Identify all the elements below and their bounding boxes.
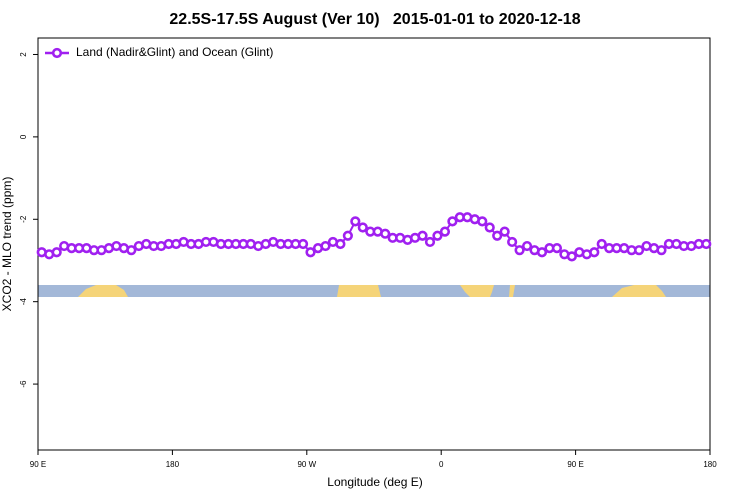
data-point (380, 228, 391, 239)
x-tick-label: 180 (166, 460, 180, 469)
legend-marker (51, 47, 63, 59)
data-point (514, 245, 525, 256)
legend-label: Land (Nadir&Glint) and Ocean (Glint) (76, 45, 273, 59)
y-tick-label: -4 (19, 298, 28, 306)
data-point (499, 226, 510, 237)
land-band (337, 285, 381, 297)
data-point (342, 230, 353, 241)
data-point (589, 247, 600, 258)
data-point (432, 230, 443, 241)
x-tick-label: 90 E (30, 460, 46, 469)
data-point (126, 245, 137, 256)
chart-title: 22.5S-17.5S August (Ver 10) 2015-01-01 t… (169, 11, 580, 28)
data-point (424, 236, 436, 248)
y-tick-label: 0 (19, 134, 28, 139)
x-tick-label: 0 (439, 460, 444, 469)
data-point (521, 240, 533, 252)
land-band (78, 285, 128, 297)
land-band (612, 285, 666, 297)
y-tick-label: -6 (19, 380, 28, 388)
y-tick-label: -2 (19, 215, 28, 223)
data-point (656, 245, 667, 256)
data-point (492, 230, 503, 241)
data-point (357, 222, 368, 233)
data-point (51, 247, 62, 258)
data-point (701, 238, 712, 250)
data-point (596, 238, 607, 250)
data-point (320, 240, 331, 252)
data-point (484, 222, 495, 233)
data-point (477, 216, 488, 227)
x-tick-label: 90 W (297, 460, 316, 469)
data-point (536, 247, 548, 258)
data-point (566, 251, 577, 262)
y-axis-label: XCO2 - MLO trend (ppm) (0, 177, 14, 312)
y-tick-label: 2 (19, 52, 28, 57)
data-point (350, 216, 361, 227)
data-point (507, 236, 518, 248)
land-ocean-band (38, 285, 710, 297)
data-point (297, 238, 309, 250)
data-point (633, 245, 645, 256)
land-band (509, 285, 515, 297)
x-tick-label: 180 (703, 460, 717, 469)
data-point (439, 226, 451, 237)
data-point (447, 216, 458, 227)
x-tick-label: 90 E (567, 460, 583, 469)
land-band (460, 285, 494, 297)
data-point (305, 247, 316, 258)
data-point (551, 243, 563, 254)
data-point (417, 230, 428, 241)
x-axis-label: Longitude (deg E) (327, 475, 422, 489)
data-point (335, 238, 346, 250)
